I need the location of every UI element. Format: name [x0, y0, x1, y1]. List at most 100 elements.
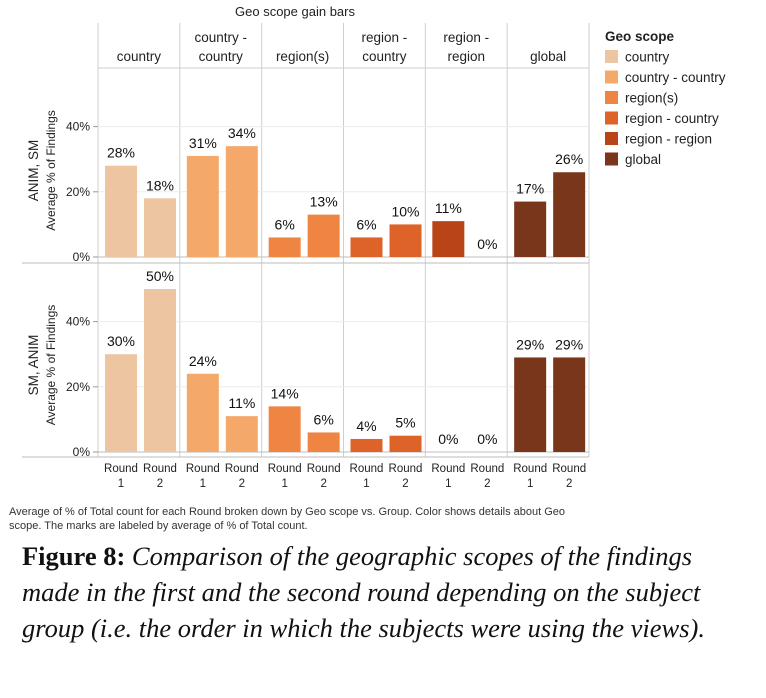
x-tick-label: Round	[513, 463, 547, 475]
x-tick-label: 1	[200, 478, 206, 490]
y-axis-title: Average % of Findings	[44, 110, 58, 231]
bar-value-label: 30%	[107, 333, 135, 349]
bar-value-label: 31%	[189, 135, 217, 151]
x-tick-label: 1	[118, 478, 124, 490]
figure-caption-label: Figure 8:	[22, 541, 126, 571]
chart-note: Average of % of Total count for each Rou…	[9, 506, 566, 532]
legend-label: region(s)	[625, 91, 678, 106]
bar	[432, 221, 465, 257]
y-tick-label: 0%	[73, 445, 91, 459]
x-tick-label: Round	[307, 463, 341, 475]
bar-value-label: 6%	[275, 216, 295, 232]
bar-value-label: 6%	[314, 411, 334, 427]
bar-value-label: 17%	[516, 181, 544, 197]
bar-value-label: 10%	[391, 203, 419, 219]
bar-value-label: 18%	[146, 177, 174, 193]
bar	[186, 155, 219, 257]
row-label: ANIM, SM	[26, 140, 41, 202]
row-label: SM, ANIM	[26, 335, 41, 396]
bar-value-label: 5%	[395, 415, 415, 431]
x-tick-label: Round	[389, 463, 423, 475]
x-tick-label: Round	[143, 463, 177, 475]
bar-value-label: 28%	[107, 145, 135, 161]
bar	[268, 406, 301, 452]
legend-label: country	[625, 50, 670, 65]
legend-label: region - region	[625, 132, 712, 147]
bar-value-label: 0%	[477, 236, 497, 252]
y-axis-title: Average % of Findings	[44, 305, 58, 426]
x-tick-label: 2	[320, 478, 326, 490]
x-tick-label: Round	[186, 463, 220, 475]
figure-caption: Figure 8: Comparison of the geographic s…	[22, 538, 752, 646]
bar-value-label: 29%	[516, 336, 544, 352]
column-header-line: region -	[362, 30, 408, 45]
legend-swatch	[605, 50, 618, 63]
bar-value-label: 0%	[438, 431, 458, 447]
x-tick-label: Round	[225, 463, 259, 475]
y-tick-label: 0%	[73, 250, 91, 264]
bar	[389, 224, 422, 257]
bar	[105, 354, 137, 452]
bar-value-label: 24%	[189, 353, 217, 369]
column-header: country	[117, 49, 162, 64]
legend-title: Geo scope	[605, 29, 675, 44]
bar	[144, 198, 176, 257]
bar-value-label: 11%	[435, 200, 462, 216]
x-tick-label: 2	[402, 478, 408, 490]
bar-value-label: 50%	[146, 268, 174, 284]
geo-scope-chart: Geo scope gain bars country country - count…	[22, 4, 726, 490]
column-header-line: region	[447, 49, 485, 64]
bar	[307, 432, 340, 452]
column-header: region(s)	[276, 49, 329, 64]
column-header-line: region -	[443, 30, 489, 45]
legend-label: region - country	[625, 111, 719, 126]
legend-swatch	[605, 70, 618, 84]
figure-caption-text: Comparison of the geographic scopes of t…	[22, 541, 705, 643]
bar-value-label: 6%	[356, 216, 376, 232]
column-header: global	[530, 49, 566, 64]
x-tick-label: 2	[484, 478, 490, 490]
bar	[389, 435, 422, 452]
y-tick-label: 20%	[66, 380, 90, 394]
legend-swatch	[605, 152, 618, 166]
bar	[514, 201, 547, 257]
bar	[553, 172, 586, 257]
bar	[350, 438, 383, 452]
bar-value-label: 29%	[555, 336, 583, 352]
bar	[225, 416, 258, 452]
legend-label: country - country	[625, 70, 726, 85]
bar-value-label: 13%	[310, 194, 338, 210]
x-tick-label: 2	[566, 478, 572, 490]
bar-value-label: 14%	[271, 385, 299, 401]
legend-label: global	[625, 152, 661, 167]
x-tick-label: Round	[470, 463, 504, 475]
legend-swatch	[605, 132, 618, 145]
column-header-line: country	[199, 49, 244, 64]
bar	[268, 237, 301, 257]
bar	[553, 357, 586, 452]
x-tick-label: Round	[268, 463, 302, 475]
x-tick-label: 1	[363, 478, 369, 490]
legend-swatch	[605, 111, 618, 125]
x-tick-label: Round	[104, 463, 138, 475]
column-header-line: country -	[194, 30, 247, 45]
x-tick-label: 1	[527, 478, 533, 490]
bar-value-label: 34%	[228, 125, 256, 141]
chart-title: Geo scope gain bars	[235, 4, 355, 19]
legend-swatch	[605, 91, 618, 104]
bar-value-label: 0%	[477, 431, 497, 447]
bar-value-label: 11%	[228, 395, 255, 411]
x-tick-label: Round	[350, 463, 384, 475]
x-tick-label: 2	[239, 478, 245, 490]
bar	[307, 214, 340, 257]
bar	[144, 289, 176, 452]
bar-value-label: 4%	[356, 418, 376, 434]
column-header-line: country	[362, 49, 407, 64]
bar	[105, 165, 137, 257]
bar	[225, 146, 258, 257]
x-tick-label: 1	[281, 478, 287, 490]
bar	[186, 373, 219, 452]
x-tick-label: Round	[431, 463, 465, 475]
x-tick-label: Round	[552, 463, 586, 475]
bar	[350, 237, 383, 257]
